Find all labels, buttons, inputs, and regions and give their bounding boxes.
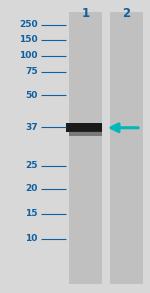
Text: 100: 100 — [19, 51, 38, 60]
Bar — [69, 131, 102, 136]
Bar — [110, 12, 142, 284]
Text: 37: 37 — [25, 123, 38, 132]
Bar — [66, 123, 102, 132]
Text: 50: 50 — [25, 91, 38, 100]
Text: 250: 250 — [19, 21, 38, 29]
Text: 20: 20 — [25, 185, 38, 193]
Text: 1: 1 — [81, 7, 90, 20]
Text: 2: 2 — [122, 7, 130, 20]
Bar — [69, 12, 102, 284]
Text: 25: 25 — [25, 161, 38, 170]
Text: 75: 75 — [25, 67, 38, 76]
Text: 15: 15 — [25, 209, 38, 218]
Text: 10: 10 — [25, 234, 38, 243]
Text: 150: 150 — [19, 35, 38, 44]
